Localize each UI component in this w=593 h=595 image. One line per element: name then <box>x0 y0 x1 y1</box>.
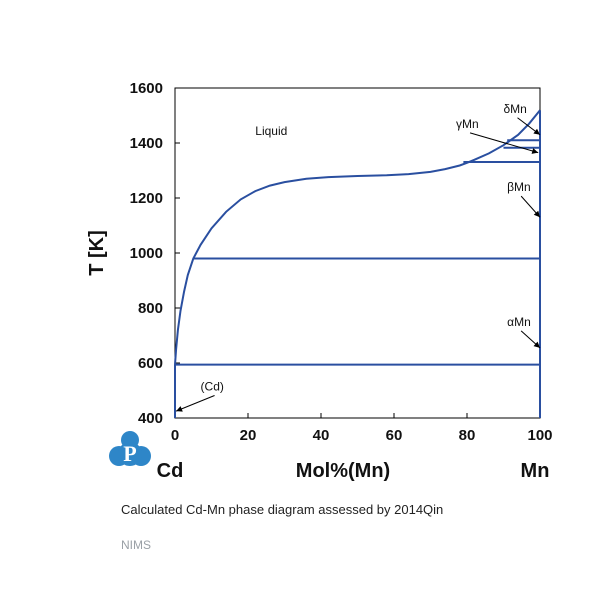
phase-annotations: Liquid δMn γMn βMn αMn (Cd) <box>175 102 541 412</box>
logo-letter: P <box>123 441 136 466</box>
annotation-label: δMn <box>504 102 527 116</box>
annotation-label: αMn <box>507 315 531 329</box>
y-tick-label: 1400 <box>130 135 163 152</box>
x-tick-label: 100 <box>527 427 552 444</box>
x-tick-label: 0 <box>171 427 179 444</box>
annotation-arrowhead <box>176 406 183 412</box>
annotation-arrowhead <box>533 210 540 218</box>
nims-p-logo-icon: P <box>109 431 151 466</box>
y-tick-label: 600 <box>138 355 163 372</box>
x-tick-label: 20 <box>240 427 257 444</box>
x-axis: 0 20 40 60 80 100 <box>171 413 553 444</box>
annotation-label: (Cd) <box>201 380 224 394</box>
y-tick-label: 400 <box>138 410 163 427</box>
annotation-arrow <box>175 395 215 412</box>
x-tick-label: 40 <box>313 427 330 444</box>
x-tick-label: 80 <box>459 427 476 444</box>
phase-boundaries <box>174 109 541 418</box>
y-tick-label: 1600 <box>130 80 163 97</box>
y-axis: 400 600 800 1000 1200 1400 1600 <box>130 80 180 427</box>
series-liquidus-low <box>174 109 541 365</box>
annotation-arrowhead <box>533 128 540 135</box>
x-axis-title: Mol%(Mn) <box>296 460 390 482</box>
x-tick-label: 60 <box>386 427 403 444</box>
annotation-arrowhead <box>531 148 539 154</box>
x-axis-end-right: Mn <box>521 460 550 482</box>
annotation-arrow <box>469 132 539 154</box>
source-label: NIMS <box>121 538 151 552</box>
annotation-label: γMn <box>456 117 479 131</box>
y-tick-label: 1000 <box>130 245 163 262</box>
annotation-arrowhead <box>533 341 540 348</box>
figure-caption: Calculated Cd-Mn phase diagram assessed … <box>121 502 444 517</box>
annotation-label: βMn <box>507 180 531 194</box>
y-tick-label: 800 <box>138 300 163 317</box>
annotation-label: Liquid <box>255 124 287 138</box>
y-axis-title: T [K] <box>86 230 108 276</box>
x-axis-end-left: Cd <box>157 460 184 482</box>
y-tick-label: 1200 <box>130 190 163 207</box>
